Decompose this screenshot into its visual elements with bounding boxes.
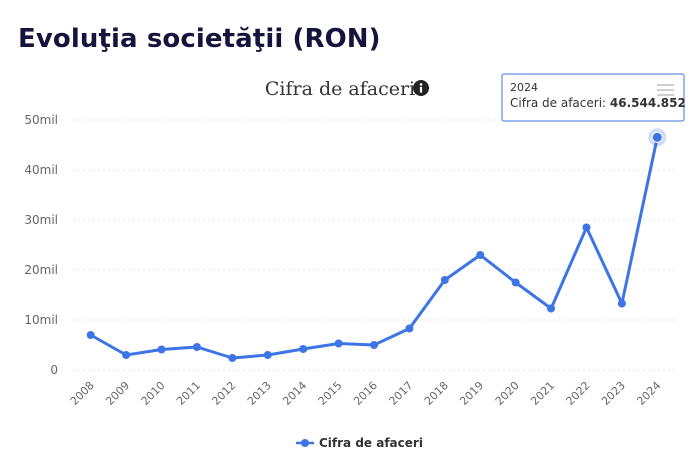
chart-title: Cifra de afaceri [265, 78, 415, 100]
legend[interactable]: Cifra de afaceri [296, 436, 423, 450]
data-point[interactable] [547, 304, 556, 313]
x-tick-label: 2023 [599, 379, 628, 408]
data-point[interactable] [405, 324, 414, 333]
x-tick-label: 2011 [174, 379, 203, 408]
x-tick-label: 2015 [316, 379, 345, 408]
legend-marker [301, 439, 309, 447]
data-point[interactable] [582, 223, 591, 232]
x-tick-label: 2012 [209, 379, 238, 408]
data-point[interactable] [122, 351, 131, 359]
y-tick-label: 10mil [24, 313, 58, 327]
x-tick-label: 2017 [387, 379, 416, 408]
x-tick-label: 2022 [564, 379, 593, 408]
y-axis-ticks: 0 10mil 20mil 30mil 40mil 50mil [24, 113, 58, 377]
tooltip-year: 2024 [510, 81, 538, 94]
data-point[interactable] [370, 341, 378, 349]
legend-label: Cifra de afaceri [319, 436, 423, 450]
x-tick-label: 2020 [493, 379, 522, 408]
tooltip-value: 46.544.852 [610, 96, 686, 110]
x-tick-label: 2009 [103, 379, 132, 408]
y-tick-label: 50mil [24, 113, 58, 127]
data-point[interactable] [476, 251, 485, 259]
x-tick-label: 2013 [245, 379, 274, 408]
y-tick-label: 20mil [24, 263, 58, 277]
x-tick-label: 2024 [634, 379, 663, 408]
tooltip-box [501, 73, 685, 122]
data-point[interactable] [86, 331, 95, 339]
x-tick-label: 2019 [457, 379, 486, 408]
grid [73, 119, 675, 371]
y-tick-label: 30mil [24, 213, 58, 227]
tooltip: 2024 Cifra de afaceri: 46.544.852 [501, 73, 686, 122]
info-icon[interactable] [413, 80, 429, 96]
tooltip-label: Cifra de afaceri: [510, 96, 606, 110]
data-point[interactable] [440, 276, 449, 284]
data-point[interactable] [334, 339, 343, 348]
x-tick-label: 2010 [139, 379, 168, 408]
tooltip-row: Cifra de afaceri: 46.544.852 [510, 96, 686, 110]
data-point[interactable] [299, 345, 308, 353]
data-point[interactable] [263, 351, 272, 359]
x-tick-label: 2014 [280, 379, 309, 408]
plot-area [86, 128, 667, 362]
hamburger-menu-icon[interactable] [657, 84, 674, 96]
data-point[interactable] [511, 278, 520, 287]
data-point[interactable] [192, 343, 201, 351]
data-point[interactable] [617, 299, 626, 308]
y-tick-label: 40mil [24, 163, 58, 177]
x-tick-label: 2008 [68, 379, 97, 408]
section-title: Evoluţia societăţii (RON) [18, 24, 381, 54]
data-point[interactable] [157, 345, 166, 354]
x-tick-label: 2021 [528, 379, 557, 408]
x-axis-ticks: 2008 2009 2010 2011 2012 2013 2014 2015 2016 2017… [68, 379, 664, 408]
x-tick-label: 2018 [422, 379, 451, 408]
data-point[interactable] [228, 354, 237, 362]
x-tick-label: 2016 [351, 379, 380, 408]
data-point[interactable] [651, 131, 663, 143]
y-tick-label: 0 [50, 363, 58, 377]
